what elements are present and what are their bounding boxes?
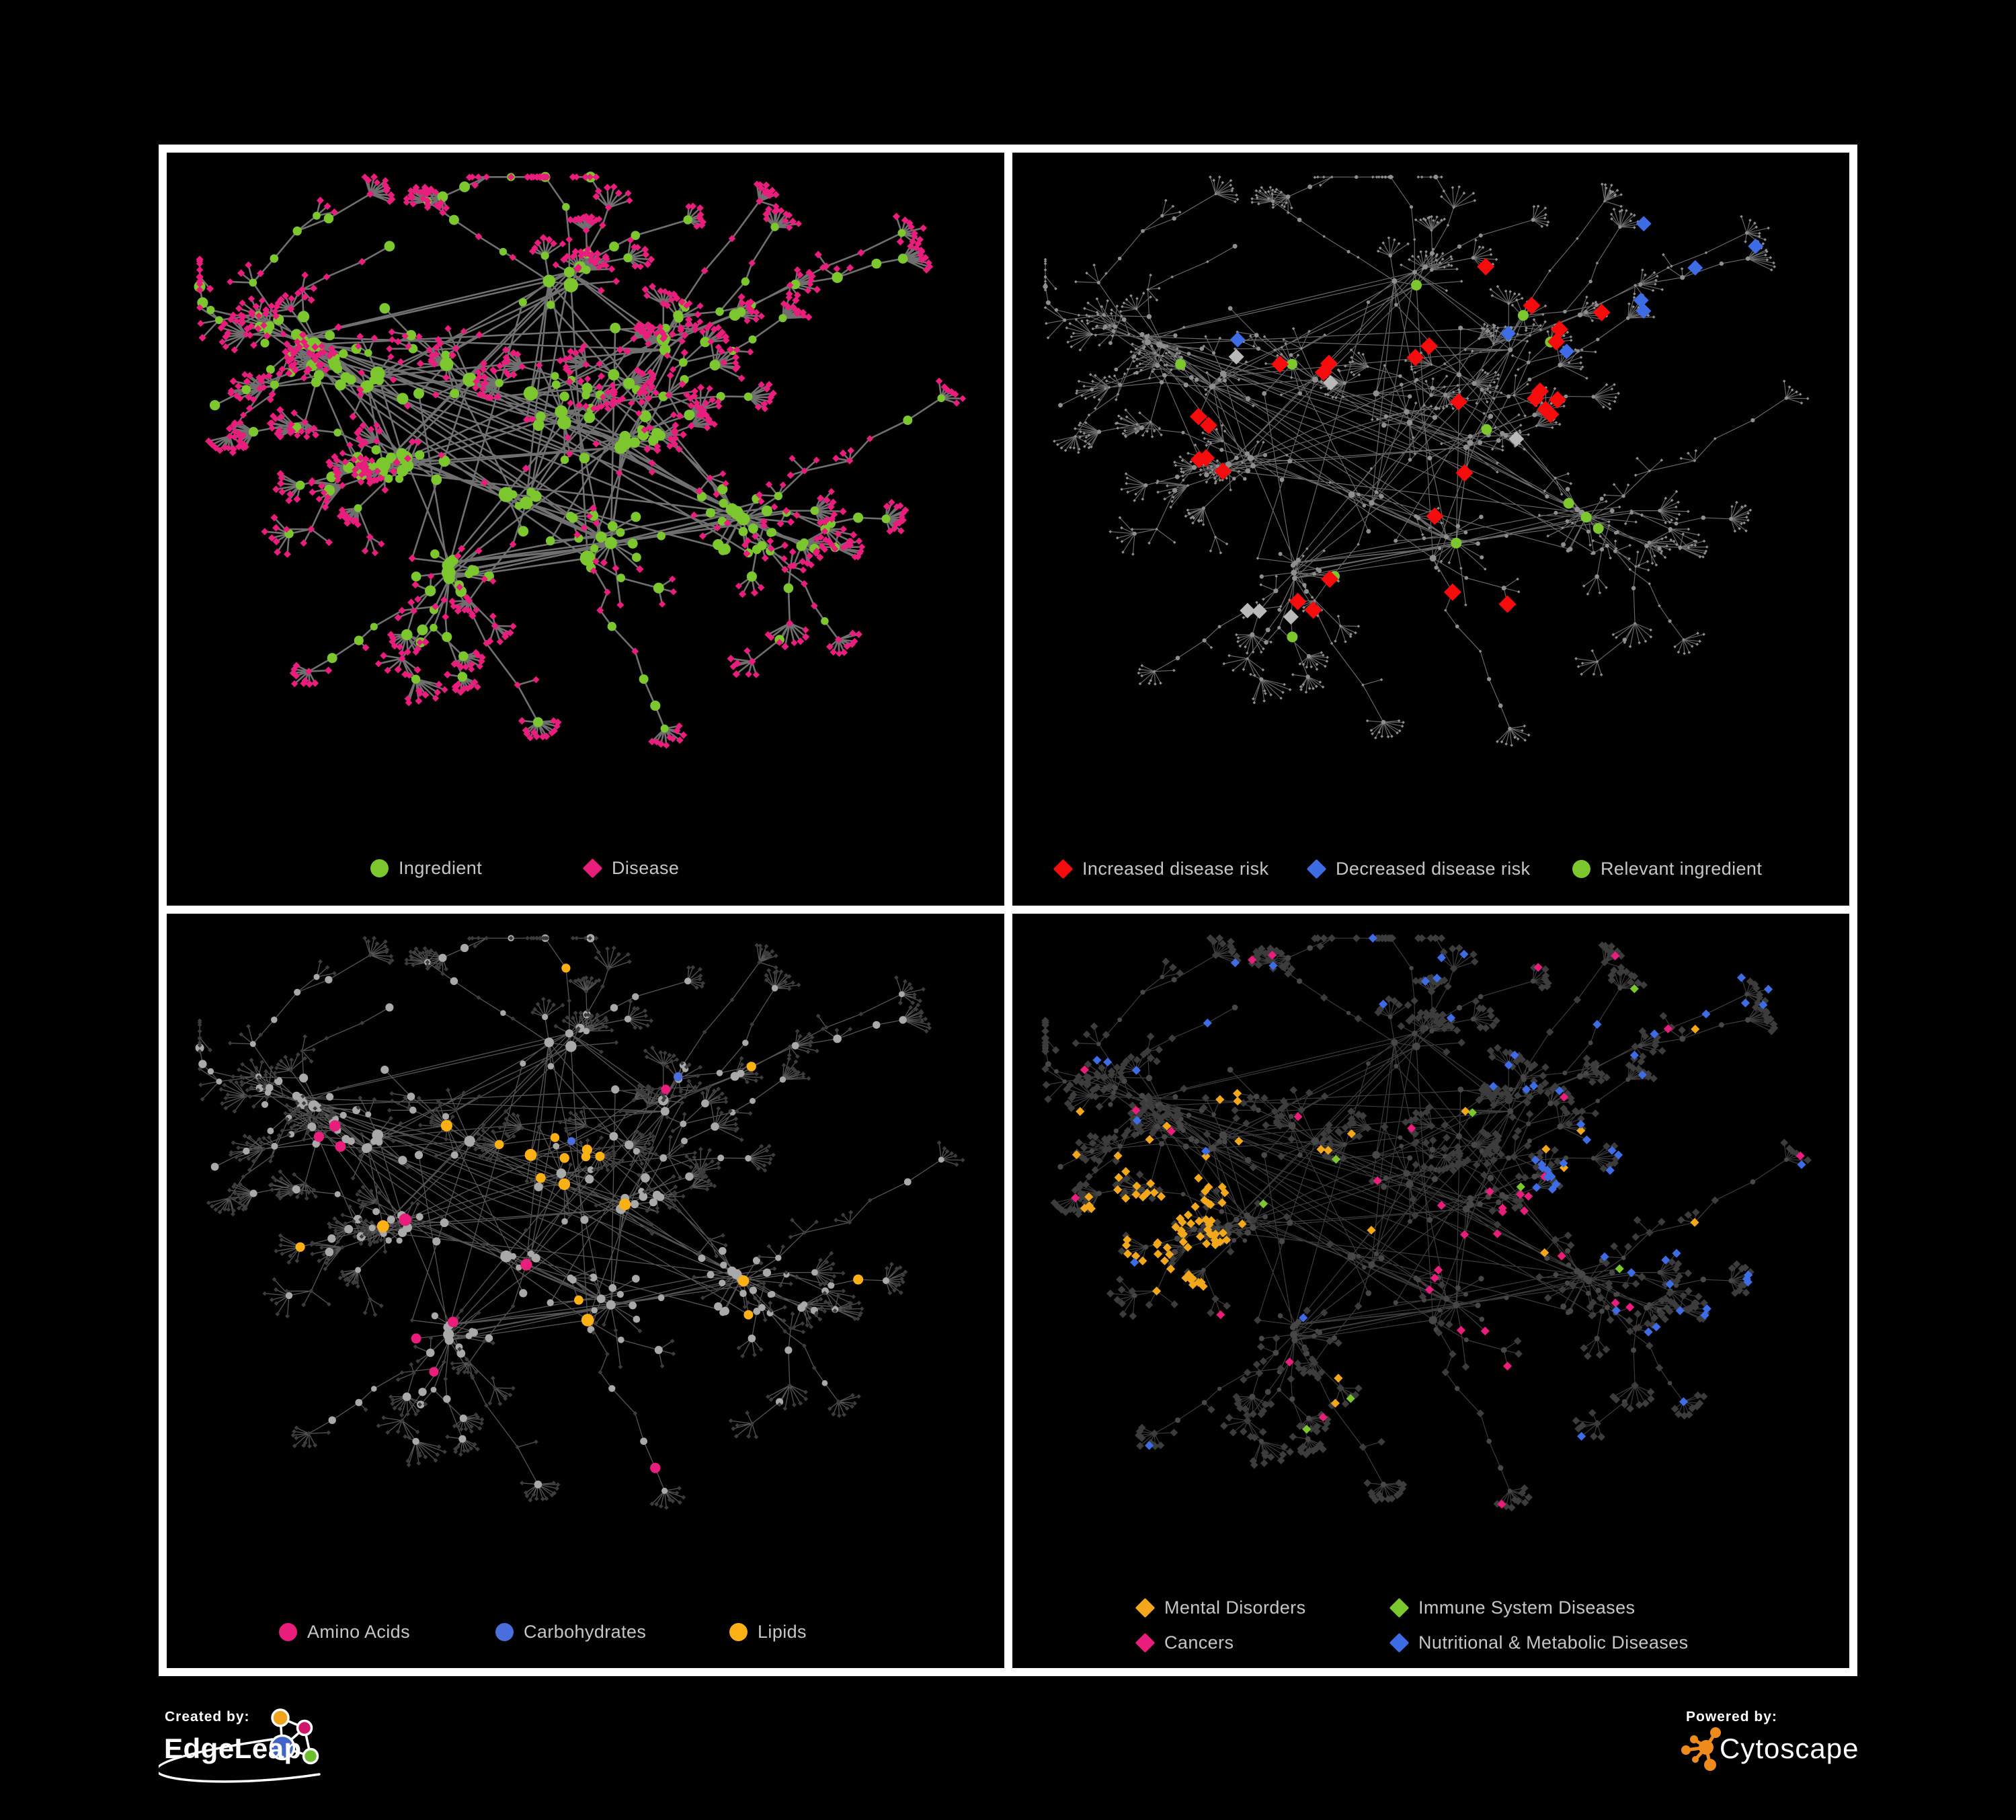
panel-disease-classes: Mental Disorders Immune System Diseases Ca… — [1012, 914, 1849, 1668]
legend-label: Increased disease risk — [1082, 858, 1269, 879]
created-by-label: Created by: — [165, 1709, 250, 1725]
legend-item-carbohydrates: Carbohydrates — [495, 1616, 646, 1648]
legend-label: Decreased disease risk — [1336, 858, 1531, 879]
legend-item-lipids: Lipids — [729, 1616, 807, 1648]
panel-disease-risk: Increased disease risk Decreased disease … — [1012, 153, 1849, 906]
diamond-legend-marker — [582, 858, 603, 878]
diamond-legend-marker — [1053, 859, 1074, 879]
legend-label: Ingredient — [399, 857, 483, 878]
legend-label: Disease — [612, 857, 680, 878]
circle-legend-marker — [729, 1622, 748, 1641]
legend-item-increased-disease-risk: Increased disease risk — [1053, 853, 1269, 885]
legend-item-ingredient: Ingredient — [370, 852, 482, 884]
diamond-legend-marker — [1135, 1632, 1156, 1653]
edgeleap-credit: Created by: EdgeLeap — [159, 1698, 354, 1798]
diamond-legend-marker — [1389, 1597, 1410, 1618]
disease-risk-network-graph — [1043, 174, 1810, 747]
circle-legend-marker — [1572, 859, 1590, 878]
panel-nutrient-classes: Amino Acids Carbohydrates Lipids — [167, 914, 1004, 1668]
cytoscape-logo-icon — [1681, 1727, 1721, 1771]
legend-label: Amino Acids — [307, 1621, 410, 1642]
diamond-legend-marker — [1135, 1597, 1156, 1618]
powered-by-label: Powered by: — [1686, 1709, 1777, 1725]
legend-item-relevant-ingredient: Relevant ingredient — [1572, 853, 1762, 885]
legend-label: Cancers — [1164, 1632, 1234, 1653]
legend-item-mental-disorders: Mental Disorders — [1135, 1591, 1306, 1624]
legend-label: Lipids — [758, 1621, 807, 1642]
legend-item-decreased-disease-risk: Decreased disease risk — [1306, 853, 1531, 885]
legend-label: Nutritional & Metabolic Diseases — [1418, 1632, 1689, 1653]
legend-item-nutritional-metabolic-diseases: Nutritional & Metabolic Diseases — [1389, 1626, 1689, 1659]
legend-label: Mental Disorders — [1164, 1597, 1306, 1618]
legend-label: Relevant ingredient — [1601, 858, 1763, 879]
legend-item-immune-system-diseases: Immune System Diseases — [1389, 1591, 1636, 1624]
legend-label: Immune System Diseases — [1418, 1597, 1636, 1618]
edgeleap-logo-icon — [159, 1708, 321, 1783]
cytoscape-brand: Cytoscape — [1720, 1733, 1859, 1764]
legend-label: Carbohydrates — [524, 1621, 647, 1642]
diamond-legend-marker — [1306, 859, 1327, 879]
disease-classes-network-graph — [1041, 933, 1812, 1512]
nutrient-classes-network-graph — [195, 934, 965, 1510]
edgeleap-brand: EdgeLeap — [164, 1733, 302, 1764]
legend-item-disease: Disease — [582, 852, 680, 884]
panel-divider-horizontal — [167, 906, 1849, 914]
circle-legend-marker — [279, 1622, 297, 1641]
diamond-legend-marker — [1389, 1632, 1410, 1653]
panel-ingredient-disease: Ingredient Disease — [167, 153, 1004, 906]
cytoscape-credit: Powered by: Cytoscape — [1674, 1698, 1889, 1778]
legend-item-cancers: Cancers — [1135, 1626, 1234, 1659]
circle-legend-marker — [370, 859, 389, 877]
circle-legend-marker — [495, 1622, 514, 1641]
ingredient-disease-network-graph — [194, 171, 967, 749]
figure-border — [159, 145, 1857, 1676]
legend-item-amino-acids: Amino Acids — [279, 1616, 410, 1648]
